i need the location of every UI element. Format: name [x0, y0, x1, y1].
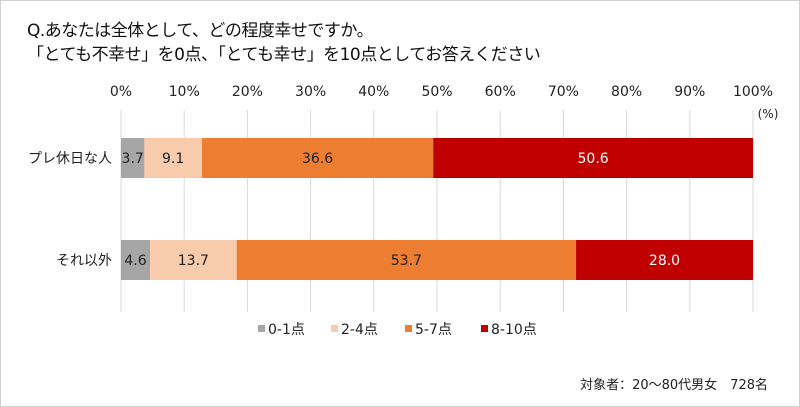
data-label: 28.0	[649, 253, 680, 269]
data-label: 50.6	[578, 151, 609, 167]
x-tick-label: 20%	[232, 84, 263, 100]
x-tick-label: 10%	[169, 84, 200, 100]
bar-segment-8-10点	[576, 240, 753, 280]
footnote: 対象者：20～80代男女 728名	[580, 377, 768, 393]
bar-segment-0-1点	[121, 138, 145, 178]
bar-segment-0-1点	[121, 240, 151, 280]
legend-label: 5-7点	[415, 322, 452, 338]
legend-label: 0-1点	[268, 322, 305, 338]
bar-segment-2-4点	[150, 240, 237, 280]
x-tick-label: 100%	[733, 84, 773, 100]
data-label: 9.1	[162, 151, 184, 167]
legend-swatch	[481, 325, 488, 332]
data-label: 13.7	[178, 253, 209, 269]
x-tick-label: 30%	[295, 84, 326, 100]
x-tick-label: 70%	[548, 84, 579, 100]
legend-label: 8-10点	[491, 322, 537, 338]
legend-swatch	[258, 325, 265, 332]
bar-segment-8-10点	[433, 138, 753, 178]
legend-label: 2-4点	[341, 322, 378, 338]
chart-title-line-1: Q.あなたは全体として、どの程度幸せですか。	[27, 21, 374, 41]
data-label: 4.6	[124, 253, 146, 269]
data-label: 53.7	[391, 253, 422, 269]
x-tick-label: 50%	[421, 84, 452, 100]
category-label: プレ休日な人	[28, 151, 112, 167]
x-tick-label: 40%	[358, 84, 389, 100]
legend-swatch	[405, 325, 412, 332]
x-tick-label: 90%	[674, 84, 705, 100]
chart-title-line-2: 「とても不幸せ」を0点、「とても幸せ」を10点としてお答えください	[27, 45, 541, 65]
unit-label: (%)	[758, 107, 779, 121]
bar-segment-2-4点	[144, 138, 202, 178]
x-tick-label: 80%	[611, 84, 642, 100]
category-label: それ以外	[56, 253, 112, 269]
bar-segment-5-7点	[236, 240, 577, 280]
bar-segment-5-7点	[201, 138, 434, 178]
x-tick-label: 0%	[110, 84, 132, 100]
data-label: 3.7	[122, 151, 144, 167]
legend-swatch	[331, 325, 338, 332]
data-label: 36.6	[302, 151, 333, 167]
x-tick-label: 60%	[485, 84, 516, 100]
